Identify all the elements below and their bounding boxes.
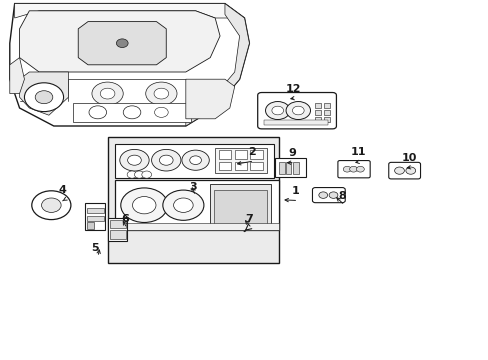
Circle shape: [189, 156, 201, 165]
Circle shape: [32, 191, 71, 220]
Circle shape: [292, 106, 304, 115]
Polygon shape: [250, 220, 256, 225]
Polygon shape: [20, 72, 68, 115]
Bar: [250, 162, 262, 170]
Bar: [250, 150, 262, 159]
Circle shape: [116, 39, 128, 48]
Bar: [86, 222, 94, 229]
Circle shape: [35, 91, 53, 104]
Text: 3: 3: [189, 181, 197, 192]
Bar: [219, 150, 231, 159]
Circle shape: [92, 82, 123, 105]
Bar: [285, 162, 291, 174]
Polygon shape: [10, 58, 24, 94]
Bar: [210, 184, 271, 227]
Circle shape: [132, 197, 156, 214]
Circle shape: [100, 88, 115, 99]
Bar: [315, 103, 321, 108]
Circle shape: [154, 107, 168, 117]
Circle shape: [159, 155, 173, 165]
Circle shape: [127, 171, 137, 178]
Text: 11: 11: [349, 147, 365, 157]
Circle shape: [134, 171, 144, 178]
Circle shape: [145, 82, 177, 105]
Bar: [234, 162, 246, 170]
Circle shape: [271, 106, 283, 115]
Bar: [315, 110, 321, 115]
Text: 9: 9: [288, 148, 296, 158]
Bar: [214, 190, 266, 224]
Bar: [324, 110, 329, 115]
Bar: [109, 230, 125, 239]
Circle shape: [41, 198, 61, 212]
FancyBboxPatch shape: [337, 161, 369, 178]
Circle shape: [356, 166, 364, 172]
Text: 1: 1: [291, 186, 299, 196]
Bar: [115, 223, 278, 230]
Bar: [73, 103, 190, 122]
Bar: [107, 218, 127, 241]
Text: 6: 6: [121, 214, 128, 224]
Circle shape: [121, 188, 167, 222]
Polygon shape: [115, 144, 273, 178]
Bar: [234, 150, 246, 159]
Text: 7: 7: [245, 214, 253, 224]
Polygon shape: [185, 79, 234, 119]
FancyBboxPatch shape: [274, 158, 305, 177]
FancyBboxPatch shape: [312, 188, 345, 203]
Circle shape: [328, 192, 337, 198]
Polygon shape: [10, 4, 249, 126]
Circle shape: [123, 106, 141, 119]
Bar: [84, 203, 105, 230]
Polygon shape: [115, 180, 278, 230]
Polygon shape: [15, 4, 244, 18]
Circle shape: [24, 83, 63, 112]
Bar: [264, 120, 327, 125]
Text: 12: 12: [285, 84, 301, 94]
Polygon shape: [78, 22, 166, 65]
Circle shape: [318, 192, 327, 198]
Bar: [279, 162, 284, 174]
Circle shape: [151, 149, 181, 171]
Circle shape: [405, 167, 415, 174]
Circle shape: [285, 102, 310, 120]
Circle shape: [343, 166, 350, 172]
Bar: [324, 117, 329, 122]
Circle shape: [120, 149, 149, 171]
Polygon shape: [185, 4, 249, 126]
Circle shape: [349, 166, 357, 172]
Circle shape: [89, 106, 106, 119]
Circle shape: [265, 102, 289, 120]
Circle shape: [127, 155, 141, 165]
Text: 4: 4: [59, 185, 66, 195]
Bar: [219, 162, 231, 170]
Circle shape: [154, 88, 168, 99]
FancyBboxPatch shape: [388, 162, 420, 179]
Text: 8: 8: [338, 191, 346, 201]
Bar: [324, 103, 329, 108]
Circle shape: [394, 167, 404, 174]
Bar: [315, 117, 321, 122]
FancyBboxPatch shape: [257, 93, 336, 129]
Bar: [109, 220, 125, 228]
Bar: [86, 208, 103, 213]
Circle shape: [182, 150, 209, 170]
Polygon shape: [20, 11, 220, 72]
Circle shape: [142, 171, 151, 178]
Circle shape: [173, 198, 193, 212]
Circle shape: [163, 190, 203, 220]
Bar: [86, 216, 103, 221]
Bar: [293, 162, 298, 174]
Polygon shape: [107, 137, 278, 263]
Bar: [215, 148, 266, 173]
Text: 5: 5: [91, 243, 99, 253]
Text: 10: 10: [401, 153, 417, 163]
Text: 2: 2: [247, 147, 255, 157]
